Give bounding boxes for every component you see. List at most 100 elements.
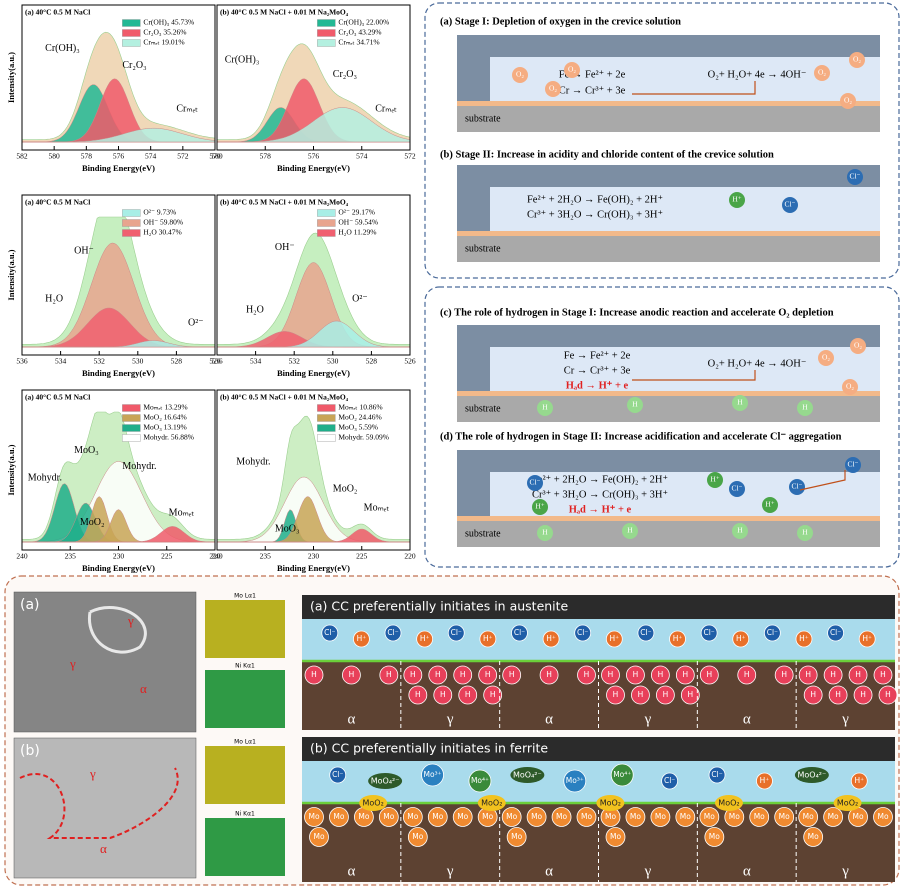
panel-title: (b) 40°C 0.5 M NaCl + 0.01 M Na₂MoO₄ xyxy=(220,393,349,402)
ion xyxy=(858,630,876,648)
species xyxy=(545,81,561,97)
particle xyxy=(453,665,473,685)
sem-image xyxy=(13,591,197,733)
ion-label: Cl⁻ xyxy=(664,776,675,785)
species-label: O₂ xyxy=(822,353,830,362)
particle xyxy=(774,807,795,827)
reaction-arrow xyxy=(632,370,756,381)
particle-label: H xyxy=(608,670,614,679)
equation: Cr³⁺ + 3H₂O → Cr(OH)₃ + 3H⁺ xyxy=(527,209,664,220)
crevice-solution xyxy=(490,472,880,516)
particle xyxy=(407,827,428,847)
species-label: Cl⁻ xyxy=(784,200,795,209)
sem-feature xyxy=(19,767,179,839)
legend-swatch xyxy=(122,424,141,432)
mechanism-box xyxy=(424,286,900,568)
oxide-layer xyxy=(457,101,880,106)
species xyxy=(797,400,813,416)
particle xyxy=(699,665,719,685)
particle-label: Mo xyxy=(358,812,369,821)
y-axis-label: Intensity(a.u.) xyxy=(6,52,16,103)
particle xyxy=(428,665,448,685)
species xyxy=(729,481,745,497)
ion-label: Cl⁻ xyxy=(577,628,588,637)
crevice-wall xyxy=(457,165,490,231)
species xyxy=(707,472,723,488)
particle xyxy=(304,807,324,827)
ion-label: Mo³⁺ xyxy=(424,770,442,779)
ion-label: Cl⁻ xyxy=(451,628,462,637)
species xyxy=(622,523,638,539)
micrograph-label: (b) xyxy=(20,743,40,759)
peak-annotation: H₂O xyxy=(45,293,63,304)
ion xyxy=(610,763,634,787)
particle-label: H xyxy=(688,690,694,699)
ion-label: Mo³⁺ xyxy=(566,776,584,785)
ion xyxy=(756,772,773,790)
peak-annotation: Cr₂O₃ xyxy=(333,69,357,80)
particle xyxy=(329,807,349,827)
x-tick-label: 230 xyxy=(308,552,320,561)
crevice-cover xyxy=(457,450,880,472)
phase-label: γ xyxy=(69,656,76,671)
equation: Fe → Fe²⁺ + 2e xyxy=(559,69,626,80)
species-label: H⁺ xyxy=(732,195,741,204)
particle xyxy=(551,807,572,827)
phase-label: γ xyxy=(644,711,652,727)
particle-label: Mo xyxy=(531,812,542,821)
species-label: O₂ xyxy=(549,84,557,93)
particle xyxy=(803,827,824,847)
particle xyxy=(626,665,645,685)
x-tick-label: 220 xyxy=(404,552,416,561)
peak-annotation: Crₘₑₜ xyxy=(375,104,397,115)
particle xyxy=(828,685,848,705)
species-label: O₂ xyxy=(818,68,826,77)
particle xyxy=(650,665,670,685)
equation: Fe²⁺ + 2H₂O → Fe(OH)₂ + 2H⁺ xyxy=(527,194,664,205)
eds-map xyxy=(205,600,285,658)
species-label: H⁺ xyxy=(765,500,774,509)
particle xyxy=(803,685,823,705)
particle-label: Mo xyxy=(412,832,423,841)
ion xyxy=(416,630,434,648)
species-label: Cl⁻ xyxy=(791,482,802,491)
crevice-solution xyxy=(490,187,880,231)
x-tick-label: 532 xyxy=(289,357,301,366)
peak-annotation: Mohydr. xyxy=(28,472,62,483)
particle-label: H xyxy=(663,690,669,699)
crevice-solution xyxy=(490,347,880,391)
map-label: Mo Lα1 xyxy=(234,739,256,746)
legend-label: OH⁻ 59.80% xyxy=(143,218,183,227)
legend-label: MoO₃ 5.59% xyxy=(338,423,378,432)
x-tick-label: 574 xyxy=(145,152,157,161)
peak-annotation: OH⁻ xyxy=(275,242,295,253)
legend-swatch xyxy=(317,434,336,442)
legend-label: Moₘₑₜ 13.29% xyxy=(143,403,187,412)
species-label: H xyxy=(627,526,633,535)
ion xyxy=(510,767,545,783)
phase-label: α xyxy=(743,863,751,879)
species-label: H⁺ xyxy=(710,475,719,484)
ion-label: Cl⁻ xyxy=(703,628,714,637)
x-tick-label: 574 xyxy=(356,152,368,161)
particle-label: H xyxy=(638,690,644,699)
phase-label: γ xyxy=(89,766,96,781)
substrate xyxy=(457,396,880,422)
particle-label: H xyxy=(440,690,446,699)
ion xyxy=(421,763,444,787)
micrograph-label: (a) xyxy=(20,597,40,613)
species xyxy=(512,67,528,83)
particle xyxy=(873,665,893,685)
ion xyxy=(447,624,465,642)
oxide-layer xyxy=(457,231,880,236)
legend-label: Moₘₑₜ 10.86% xyxy=(338,403,382,412)
particle-label: Mo xyxy=(709,832,720,841)
ion xyxy=(661,772,679,790)
particle-label: Mo xyxy=(407,812,418,821)
legend-label: O²⁻ 29.17% xyxy=(338,208,375,217)
x-tick-label: 528 xyxy=(366,357,378,366)
panel-title: (a) 40°C 0.5 M NaCl xyxy=(25,198,90,207)
particle-label: H xyxy=(546,670,552,679)
x-tick-label: 582 xyxy=(16,152,28,161)
